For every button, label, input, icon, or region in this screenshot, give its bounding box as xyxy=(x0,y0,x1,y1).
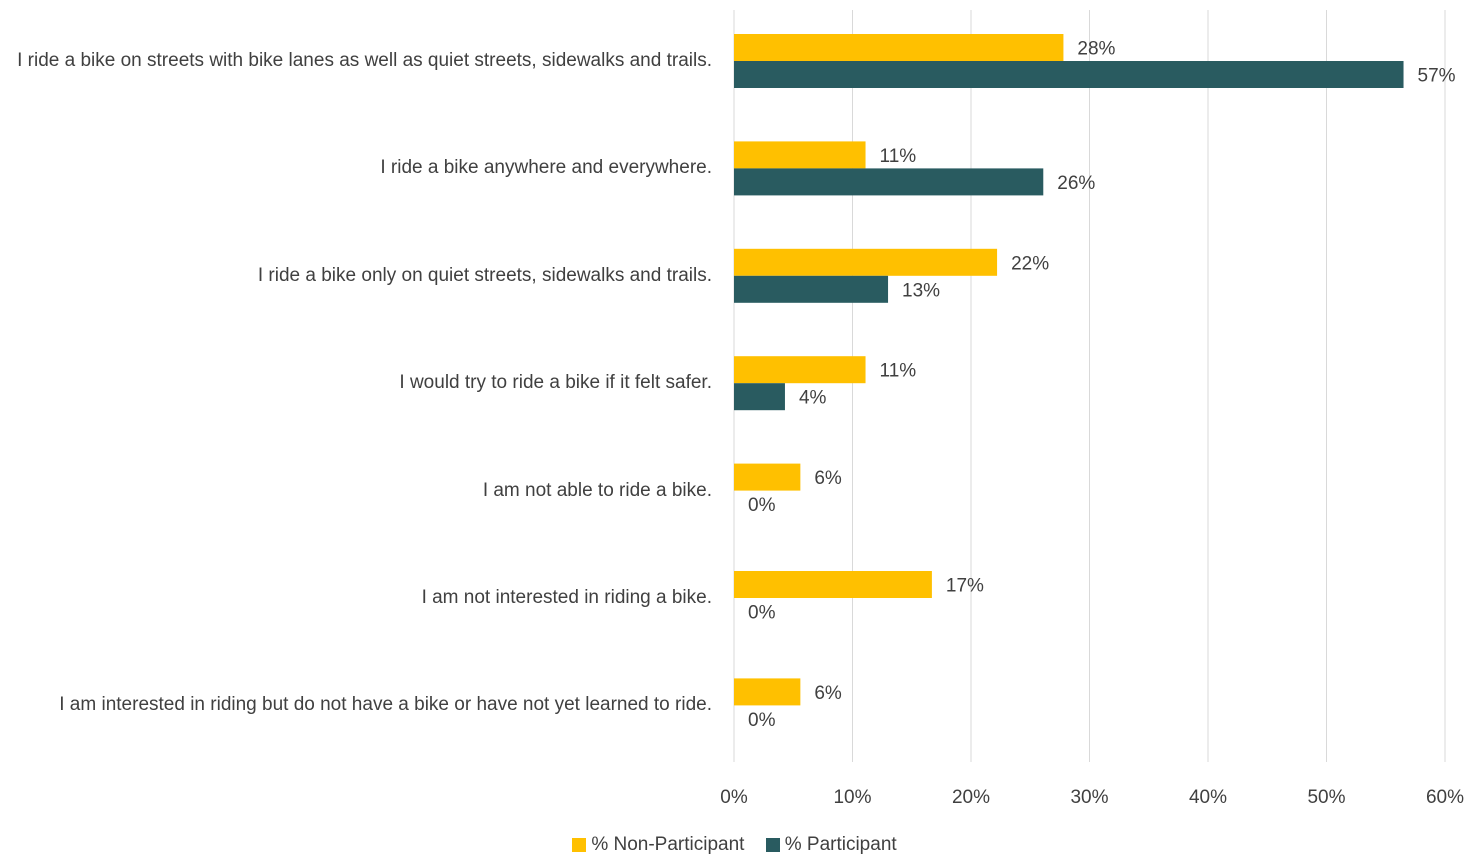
legend-label-non-participant: % Non-Participant xyxy=(591,834,745,855)
bar xyxy=(734,275,889,303)
category-label: I ride a bike on streets with bike lanes… xyxy=(17,50,712,71)
category-label: I would try to ride a bike if it felt sa… xyxy=(399,372,712,394)
data-label: 11% xyxy=(880,361,917,382)
data-label: 0% xyxy=(748,710,776,731)
data-label: 0% xyxy=(748,603,776,624)
legend-label-participant: % Participant xyxy=(784,834,897,855)
category-label: I am not interested in riding a bike. xyxy=(421,587,712,608)
legend-item-non-participant: % Non-Participant xyxy=(572,834,744,856)
data-label: 22% xyxy=(1011,253,1049,274)
bar xyxy=(734,248,998,276)
bar xyxy=(734,34,1064,61)
category-label: I am interested in riding but do not hav… xyxy=(59,694,712,716)
bar xyxy=(734,571,932,598)
x-tick-label: 40% xyxy=(1189,787,1227,808)
x-tick-label: 50% xyxy=(1307,787,1345,808)
x-tick-label: 60% xyxy=(1426,787,1464,808)
category-label: I ride a bike only on quiet streets, sid… xyxy=(257,264,712,286)
bar xyxy=(734,141,866,169)
bar xyxy=(734,383,785,411)
x-tick-label: 30% xyxy=(1070,787,1108,808)
x-tick-label: 10% xyxy=(833,787,871,808)
data-label: 0% xyxy=(748,495,776,516)
data-label: 57% xyxy=(1418,66,1456,87)
legend: % Non-Participant % Participant xyxy=(0,834,1469,858)
data-label: 17% xyxy=(946,576,984,597)
bar xyxy=(734,678,801,706)
bar xyxy=(734,356,866,384)
category-label: I ride a bike anywhere and everywhere. xyxy=(380,157,712,179)
data-label: 26% xyxy=(1057,173,1095,194)
data-label: 11% xyxy=(880,146,917,167)
bar xyxy=(734,168,1044,196)
data-label: 4% xyxy=(799,388,827,409)
legend-swatch-participant xyxy=(765,838,780,852)
category-label: I am not able to ride a bike. xyxy=(482,479,712,501)
bar xyxy=(734,61,1404,88)
x-tick-label: 20% xyxy=(952,787,990,808)
bar xyxy=(734,463,801,491)
legend-item-participant: % Participant xyxy=(765,834,897,856)
data-label: 6% xyxy=(814,468,842,489)
data-label: 13% xyxy=(902,280,940,301)
data-label: 6% xyxy=(814,683,842,704)
data-label: 28% xyxy=(1077,39,1115,60)
x-tick-label: 0% xyxy=(720,787,748,808)
legend-swatch-non-participant xyxy=(572,838,587,852)
